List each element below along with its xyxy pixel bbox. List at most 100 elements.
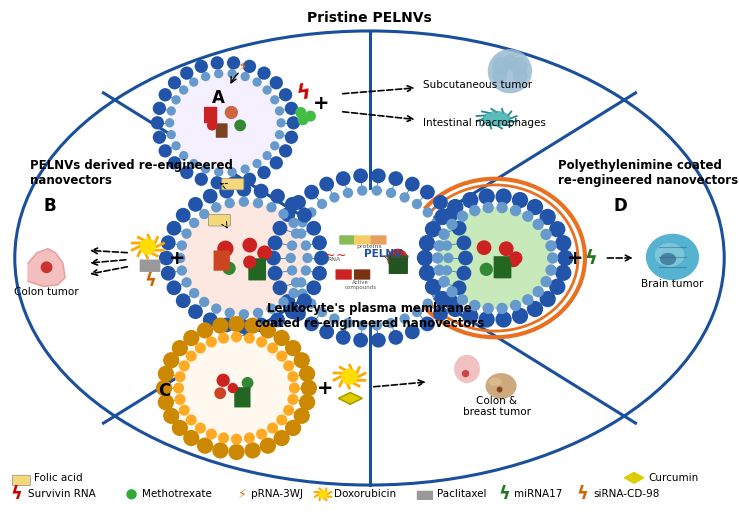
Ellipse shape bbox=[217, 240, 234, 257]
Ellipse shape bbox=[180, 201, 308, 315]
Ellipse shape bbox=[312, 235, 327, 250]
Ellipse shape bbox=[336, 171, 350, 186]
Ellipse shape bbox=[301, 240, 311, 251]
Ellipse shape bbox=[179, 405, 190, 416]
Ellipse shape bbox=[483, 111, 511, 126]
Ellipse shape bbox=[492, 57, 510, 75]
Ellipse shape bbox=[555, 235, 571, 251]
Ellipse shape bbox=[527, 301, 543, 317]
Ellipse shape bbox=[452, 280, 466, 295]
Text: +: + bbox=[567, 249, 583, 267]
Ellipse shape bbox=[225, 106, 238, 119]
Text: B: B bbox=[44, 198, 57, 215]
Ellipse shape bbox=[319, 325, 334, 340]
Ellipse shape bbox=[166, 280, 181, 295]
Ellipse shape bbox=[279, 144, 292, 157]
Ellipse shape bbox=[179, 360, 190, 372]
Text: ⚡: ⚡ bbox=[238, 488, 247, 501]
Ellipse shape bbox=[283, 405, 294, 416]
Text: Pristine PELNVs: Pristine PELNVs bbox=[307, 11, 432, 25]
FancyBboxPatch shape bbox=[222, 179, 244, 190]
FancyBboxPatch shape bbox=[13, 475, 30, 486]
FancyBboxPatch shape bbox=[140, 260, 160, 272]
Ellipse shape bbox=[301, 380, 317, 396]
Ellipse shape bbox=[174, 394, 185, 405]
FancyBboxPatch shape bbox=[417, 491, 433, 500]
Ellipse shape bbox=[291, 229, 302, 239]
Ellipse shape bbox=[285, 102, 298, 115]
Ellipse shape bbox=[288, 218, 299, 228]
Ellipse shape bbox=[257, 246, 272, 260]
Ellipse shape bbox=[434, 265, 445, 276]
Ellipse shape bbox=[159, 144, 172, 157]
Ellipse shape bbox=[492, 68, 507, 83]
Ellipse shape bbox=[425, 221, 441, 237]
Text: Folic acid: Folic acid bbox=[34, 473, 83, 483]
Text: proteins: proteins bbox=[357, 244, 382, 249]
Ellipse shape bbox=[256, 429, 268, 440]
Ellipse shape bbox=[179, 151, 188, 160]
Ellipse shape bbox=[483, 202, 494, 213]
Ellipse shape bbox=[446, 286, 457, 297]
Ellipse shape bbox=[153, 102, 166, 115]
Ellipse shape bbox=[522, 294, 534, 305]
Ellipse shape bbox=[166, 221, 181, 236]
Ellipse shape bbox=[353, 333, 368, 348]
Ellipse shape bbox=[447, 301, 463, 317]
Ellipse shape bbox=[295, 107, 307, 118]
Ellipse shape bbox=[174, 371, 185, 382]
Polygon shape bbox=[338, 393, 362, 404]
Ellipse shape bbox=[314, 251, 329, 265]
Ellipse shape bbox=[245, 442, 261, 459]
Ellipse shape bbox=[236, 319, 251, 334]
Ellipse shape bbox=[257, 166, 270, 179]
Text: Active
compounds: Active compounds bbox=[344, 280, 377, 291]
Ellipse shape bbox=[280, 207, 295, 222]
Ellipse shape bbox=[275, 106, 285, 116]
Ellipse shape bbox=[176, 294, 191, 308]
Ellipse shape bbox=[285, 304, 299, 319]
Ellipse shape bbox=[253, 184, 268, 199]
Ellipse shape bbox=[262, 151, 272, 160]
Ellipse shape bbox=[227, 56, 240, 70]
Ellipse shape bbox=[273, 280, 287, 295]
Ellipse shape bbox=[497, 303, 508, 314]
FancyBboxPatch shape bbox=[494, 256, 511, 278]
Text: Paclitaxel: Paclitaxel bbox=[437, 489, 487, 499]
Ellipse shape bbox=[195, 343, 206, 353]
Ellipse shape bbox=[329, 313, 339, 324]
Ellipse shape bbox=[297, 294, 312, 308]
Ellipse shape bbox=[253, 159, 262, 168]
Ellipse shape bbox=[231, 433, 242, 445]
Ellipse shape bbox=[285, 131, 298, 144]
Ellipse shape bbox=[228, 444, 245, 460]
Text: ϟ: ϟ bbox=[498, 486, 510, 503]
Ellipse shape bbox=[222, 262, 236, 275]
Ellipse shape bbox=[462, 192, 478, 208]
Ellipse shape bbox=[437, 207, 553, 309]
Ellipse shape bbox=[304, 185, 319, 200]
Ellipse shape bbox=[386, 188, 396, 198]
Ellipse shape bbox=[412, 199, 422, 209]
Ellipse shape bbox=[437, 277, 448, 287]
FancyBboxPatch shape bbox=[336, 269, 352, 280]
Ellipse shape bbox=[336, 330, 350, 345]
Ellipse shape bbox=[225, 308, 235, 318]
Ellipse shape bbox=[171, 141, 181, 151]
Ellipse shape bbox=[270, 141, 279, 151]
Ellipse shape bbox=[291, 306, 306, 321]
Text: Colon tumor: Colon tumor bbox=[14, 286, 79, 297]
Ellipse shape bbox=[457, 294, 468, 305]
Text: D: D bbox=[614, 198, 627, 215]
Ellipse shape bbox=[317, 199, 327, 209]
Ellipse shape bbox=[343, 318, 353, 328]
Ellipse shape bbox=[435, 291, 451, 307]
Ellipse shape bbox=[442, 265, 452, 276]
Ellipse shape bbox=[296, 277, 307, 287]
Ellipse shape bbox=[189, 77, 198, 87]
Ellipse shape bbox=[510, 205, 521, 216]
Ellipse shape bbox=[297, 114, 309, 125]
Text: ϟ: ϟ bbox=[144, 272, 156, 289]
Ellipse shape bbox=[512, 308, 528, 324]
Ellipse shape bbox=[41, 262, 52, 273]
